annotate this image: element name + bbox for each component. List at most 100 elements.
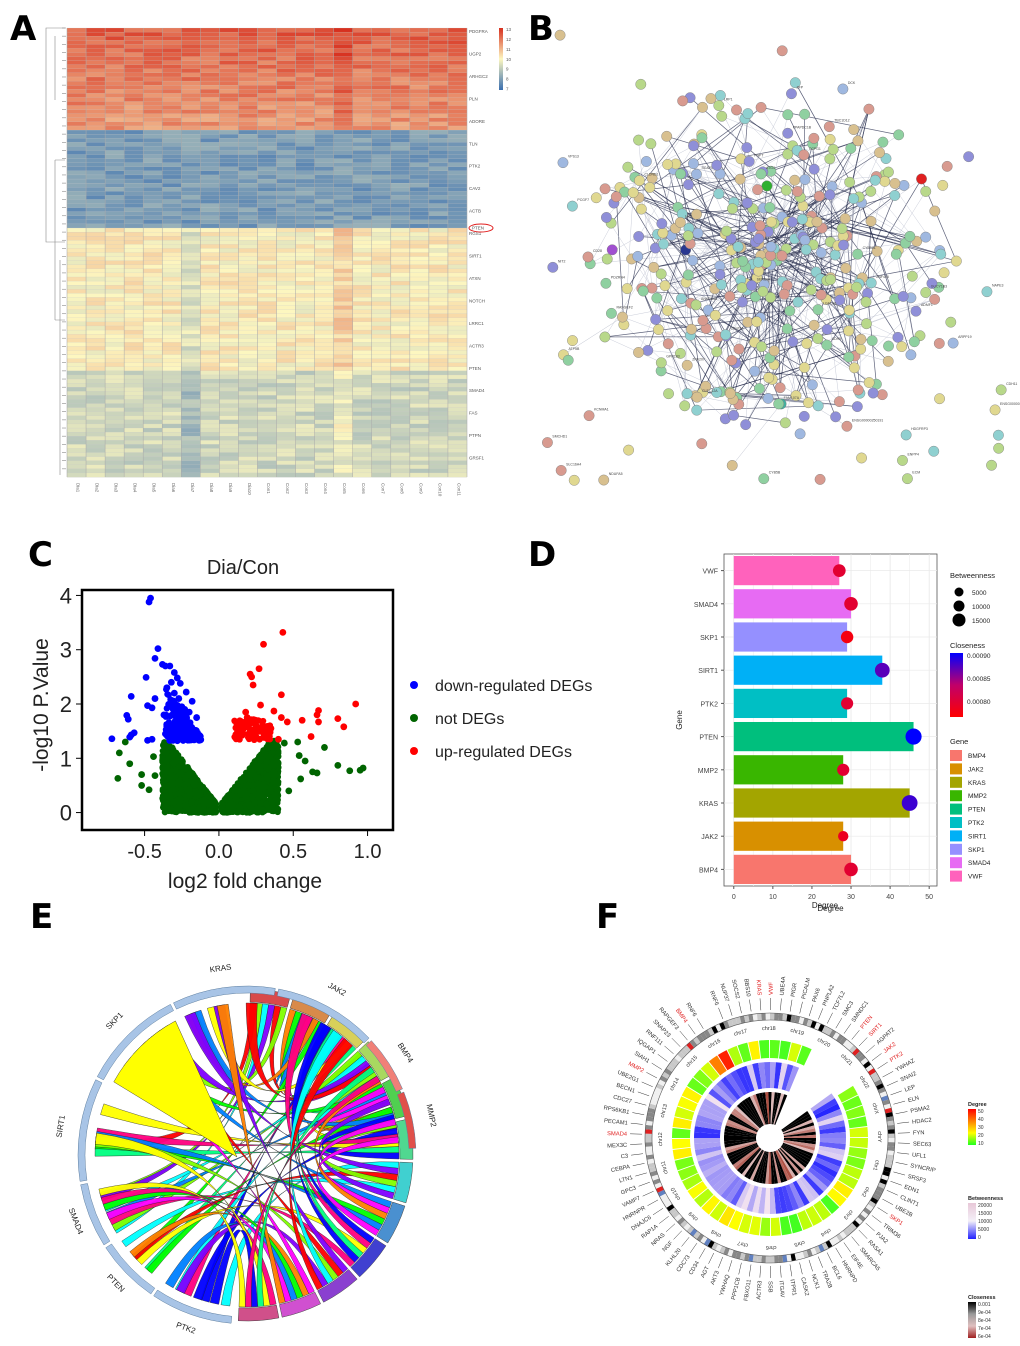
heatmap-cell (124, 72, 144, 78)
heatmap-cell (238, 472, 258, 478)
network-edge (754, 298, 895, 343)
heatmap-cell (181, 280, 201, 286)
network-node-label: CLDND1 (644, 173, 658, 177)
heatmap-cell (409, 44, 430, 49)
heatmap-cell (124, 395, 144, 400)
heatmap-cell (371, 89, 391, 94)
heatmap-cell (66, 444, 87, 449)
heatmap-cell (409, 472, 430, 478)
heatmap-cell (257, 309, 277, 315)
heatmap-cell (124, 203, 144, 209)
heatmap-cell (333, 264, 353, 270)
heatmap-cell (238, 56, 258, 62)
heatmap-cell (390, 427, 410, 433)
heatmap-cell (295, 403, 315, 409)
heatmap-cell (181, 346, 201, 351)
heatmap-cell (143, 56, 163, 62)
heatmap-cell (428, 240, 449, 245)
heatmap-cell (276, 105, 296, 111)
heatmap-cell (390, 134, 410, 139)
heatmap-cell (104, 203, 125, 209)
heatmap-cell (314, 36, 334, 41)
heatmap-cell (66, 297, 87, 302)
heatmap-cell (200, 97, 220, 102)
network-node-label: ENPP4 (907, 452, 919, 456)
heatmap-cell (66, 231, 87, 237)
heatmap-cell (257, 305, 277, 311)
network-node (691, 208, 702, 220)
network-node (711, 387, 723, 398)
heatmap-cell (447, 27, 468, 33)
heatmap-cell (238, 231, 258, 237)
heatmap-cell (85, 85, 106, 90)
heatmap-cell (162, 415, 182, 421)
heatmap-cell (276, 203, 296, 209)
heatmap-cell (200, 48, 220, 53)
heatmap-cell (333, 464, 353, 470)
heatmap-cell (66, 325, 87, 331)
heatmap-cell (143, 399, 163, 404)
heatmap-cell (409, 444, 430, 449)
heatmap-cell (257, 150, 277, 155)
heatmap-cell (333, 289, 353, 294)
heatmap-cell (390, 142, 410, 147)
network-node (882, 355, 894, 367)
heatmap-cell (409, 301, 430, 306)
heatmap-cell (124, 105, 144, 111)
heatmap-cell (66, 178, 87, 184)
heatmap-cell (333, 378, 353, 384)
heatmap-cell (143, 383, 163, 388)
heatmap-cell (85, 60, 106, 66)
heatmap-cell (219, 109, 239, 115)
heatmap-cell (371, 223, 391, 229)
heatmap-cell (181, 317, 201, 323)
heatmap-cell (409, 280, 430, 286)
network-node (789, 77, 801, 89)
heatmap-cell (85, 113, 106, 119)
heatmap-cell (314, 219, 334, 225)
heatmap-cell (428, 419, 449, 425)
heatmap-cell (314, 464, 334, 470)
heatmap-cell (352, 36, 372, 41)
row-label: RGS1 (469, 231, 482, 236)
heatmap-cell (276, 415, 296, 421)
heatmap-cell (257, 448, 277, 453)
heatmap-cell (276, 187, 296, 192)
heatmap-cell (295, 456, 315, 462)
heatmap-cell (352, 444, 372, 449)
heatmap-cell (314, 305, 334, 311)
heatmap-cell (333, 207, 353, 213)
heatmap-cell (390, 272, 410, 278)
heatmap-cell (314, 64, 334, 70)
heatmap-cell (238, 76, 258, 82)
heatmap-cell (295, 415, 315, 421)
heatmap-cell (143, 134, 163, 139)
heatmap-cell (124, 27, 144, 33)
heatmap-cell (257, 440, 277, 445)
heatmap-cell (66, 44, 87, 49)
heatmap-cell (295, 293, 315, 298)
network-node (776, 250, 788, 262)
heatmap-cell (333, 362, 353, 368)
heatmap-cell (162, 113, 182, 119)
heatmap-cell (200, 293, 220, 298)
network-node-label: TBC1D12 (834, 119, 849, 123)
heatmap-cell (200, 183, 220, 188)
chart-title: Dia/Con (207, 557, 279, 579)
heatmap-cell (276, 64, 296, 70)
heatmap-cell (85, 276, 106, 282)
heatmap-cell (200, 244, 220, 249)
heatmap-cell (352, 464, 372, 470)
network-edge (685, 249, 692, 330)
heatmap-cell (276, 183, 296, 188)
heatmap-cell (66, 370, 87, 376)
heatmap-cell (200, 56, 220, 62)
heatmap-cell (409, 113, 430, 119)
heatmap-cell (238, 36, 258, 41)
heatmap-cell (181, 85, 201, 90)
heatmap-cell (447, 134, 468, 139)
heatmap-cell (219, 40, 239, 45)
heatmap-cell (238, 174, 258, 180)
heatmap-cell (238, 195, 258, 200)
heatmap-cell (390, 44, 410, 49)
